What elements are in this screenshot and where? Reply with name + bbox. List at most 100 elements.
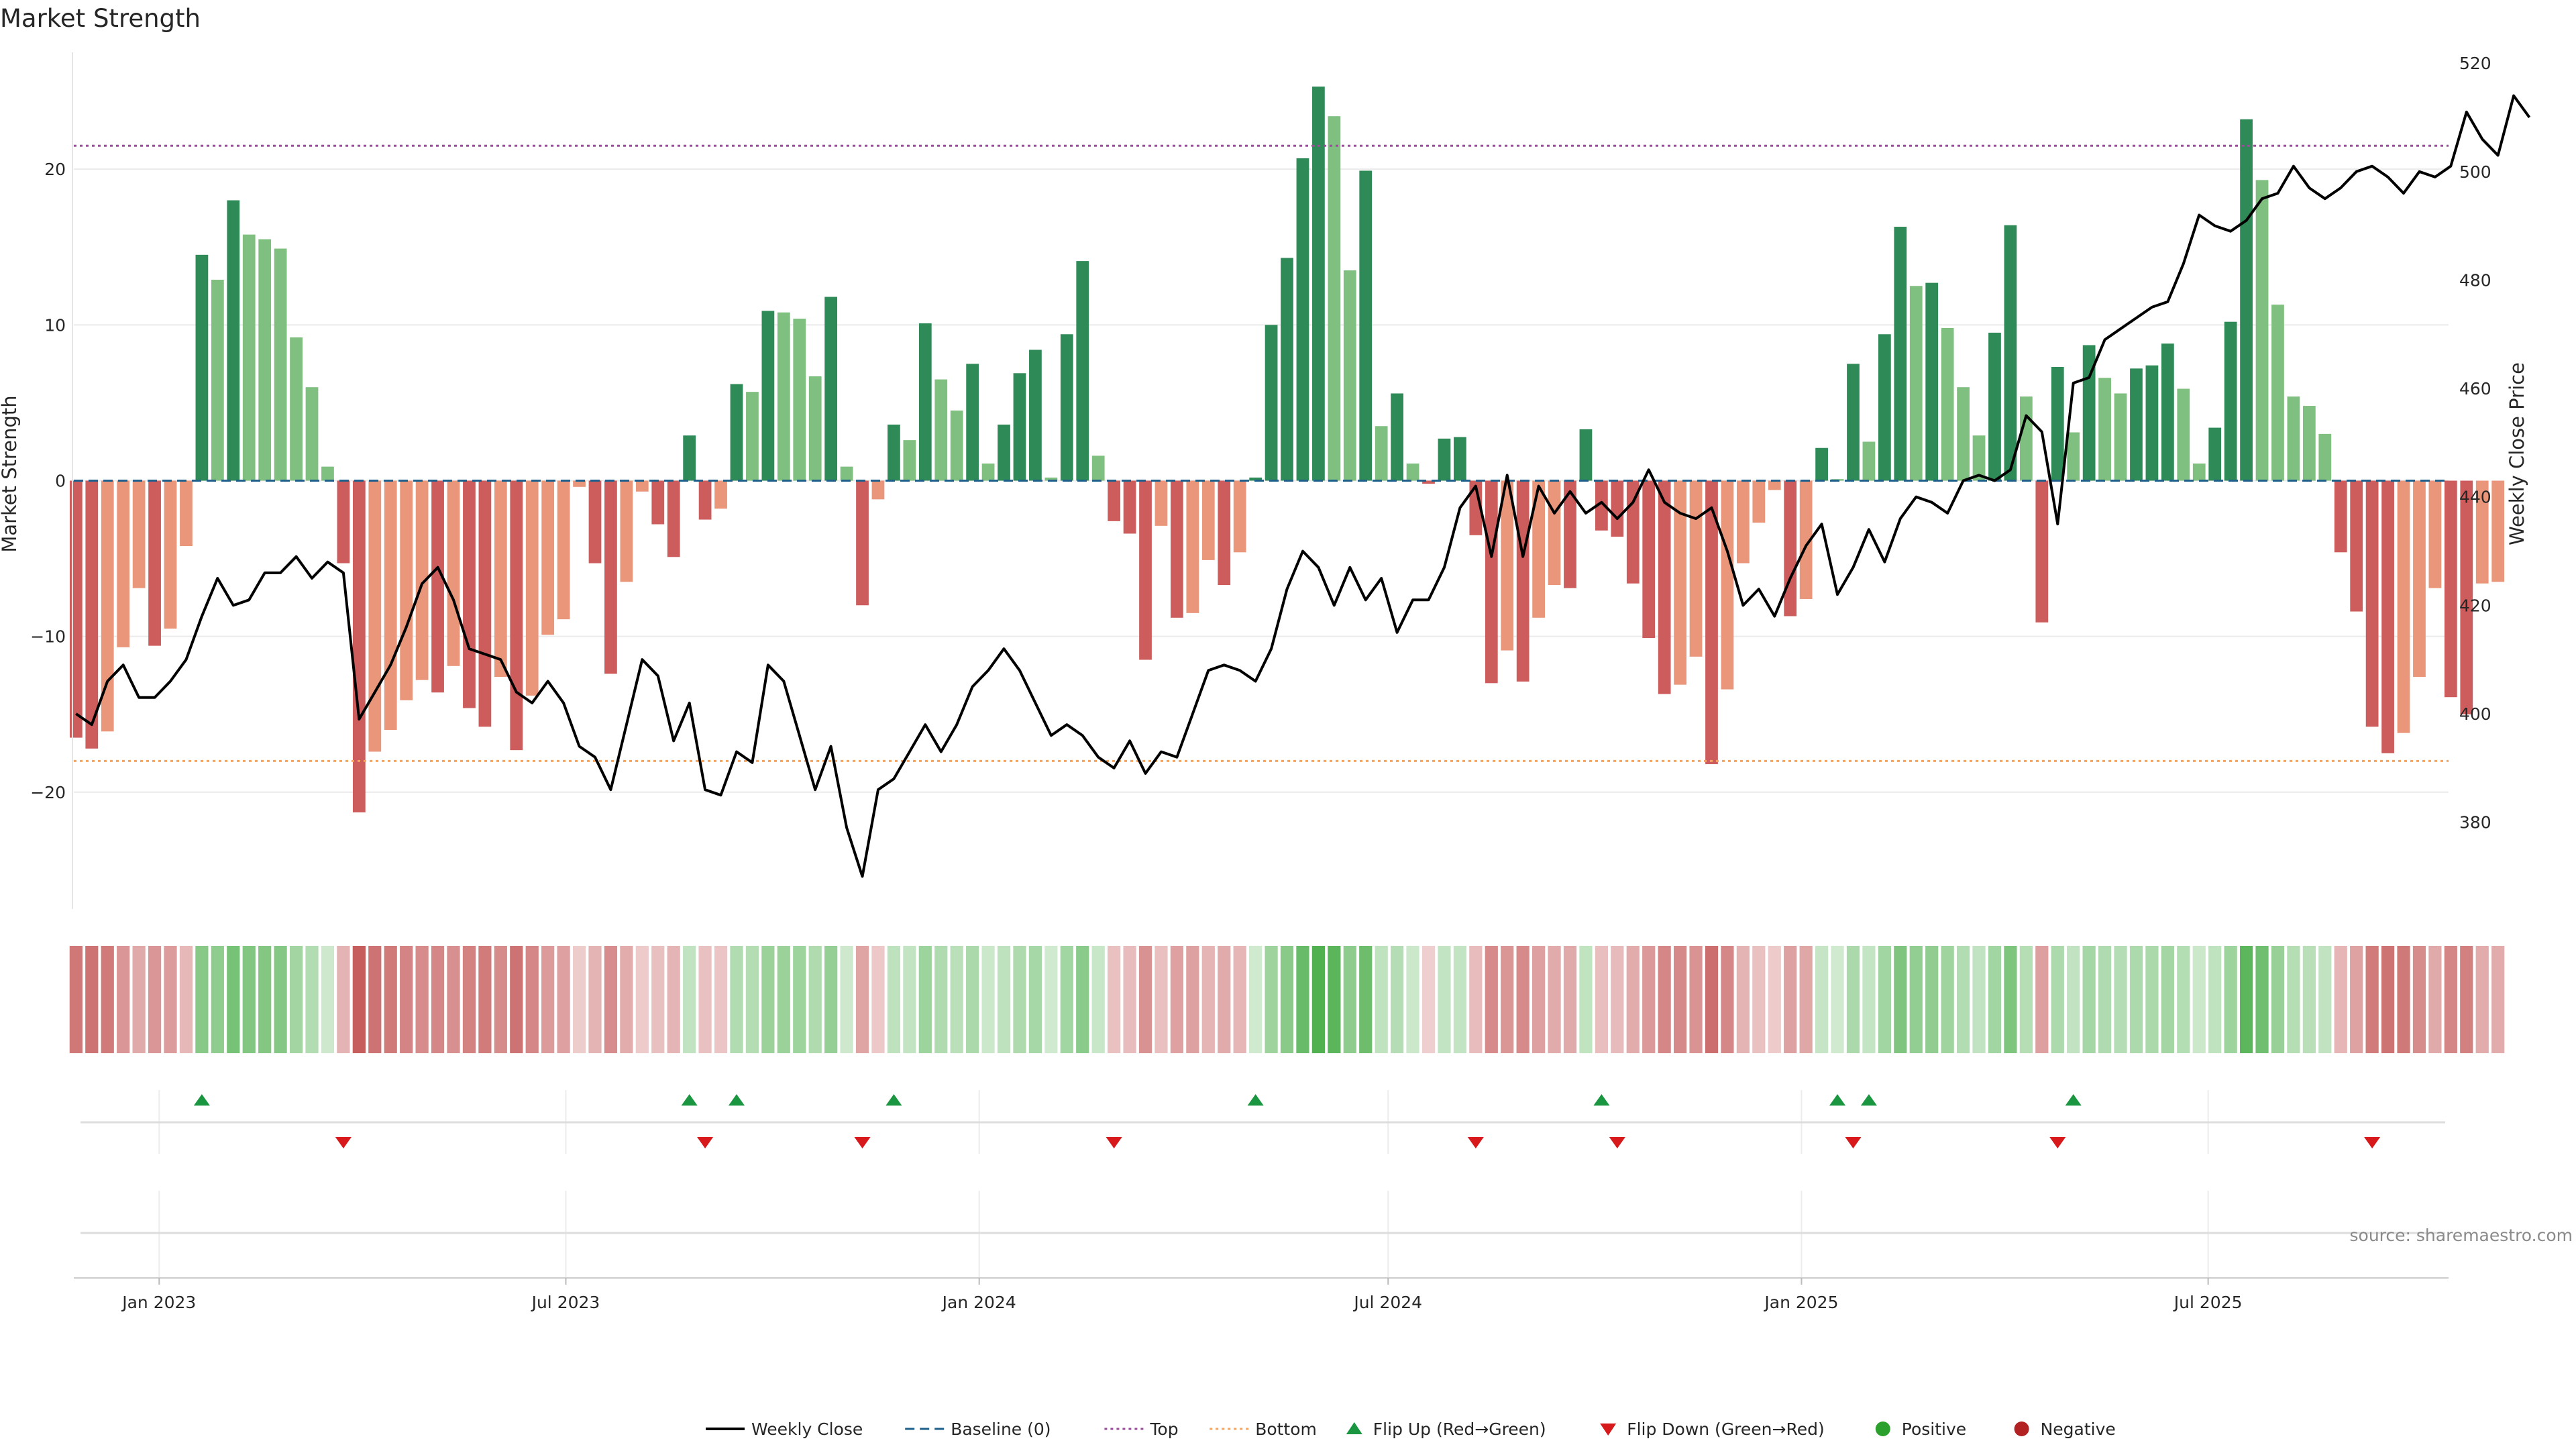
heatmap-cell bbox=[1311, 946, 1326, 1053]
legend-label: Flip Down (Green→Red) bbox=[1627, 1419, 1825, 1439]
strength-bar bbox=[683, 435, 696, 481]
strength-bar bbox=[1878, 334, 1891, 481]
flip-down-marker bbox=[697, 1137, 714, 1148]
strength-bar bbox=[1013, 373, 1026, 481]
strength-bar bbox=[1375, 426, 1388, 481]
strength-bar bbox=[1155, 480, 1168, 526]
heatmap-cell bbox=[384, 946, 397, 1053]
y-tick-label: 10 bbox=[44, 315, 66, 335]
date-tick-label: Jul 2024 bbox=[1352, 1293, 1422, 1312]
heatmap-cell bbox=[1138, 946, 1152, 1053]
strength-bar bbox=[2035, 480, 2049, 623]
heatmap-cell bbox=[1201, 946, 1215, 1053]
strength-bar bbox=[337, 480, 350, 564]
heatmap-cell bbox=[1060, 946, 1073, 1053]
heatmap-cell bbox=[525, 946, 539, 1053]
heatmap-cell bbox=[918, 946, 932, 1053]
strength-bar bbox=[1516, 480, 1529, 682]
strength-bar bbox=[2350, 480, 2363, 612]
heatmap-cell bbox=[1485, 946, 1498, 1053]
strength-bar bbox=[274, 248, 287, 481]
heatmap-cell bbox=[1611, 946, 1624, 1053]
heatmap-cell bbox=[2082, 946, 2096, 1053]
heatmap-cell bbox=[2145, 946, 2159, 1053]
heatmap-cell bbox=[305, 946, 319, 1053]
heatmap-cell bbox=[1752, 946, 1766, 1053]
heatmap-cell bbox=[164, 946, 177, 1053]
y2-tick-labels: 380 400 420 440 460 480 500 520 bbox=[2459, 54, 2491, 833]
legend-swatch-circle bbox=[2014, 1421, 2029, 1436]
strength-bar bbox=[1218, 480, 1231, 586]
heatmap-cell bbox=[1563, 946, 1577, 1053]
heatmap-cell bbox=[2004, 946, 2017, 1053]
legend-item: Baseline (0) bbox=[905, 1419, 1051, 1439]
strength-bar bbox=[1595, 480, 1608, 531]
strength-bar bbox=[2208, 427, 2222, 481]
flip-down-markers bbox=[335, 1137, 2381, 1148]
heatmap-cell bbox=[227, 946, 240, 1053]
heatmap-cell bbox=[604, 946, 618, 1053]
bottom-panel-vertical-grid bbox=[158, 1191, 2209, 1278]
flip-up-marker bbox=[1860, 1094, 1877, 1106]
chart-title: Market Strength bbox=[0, 4, 201, 33]
strength-bar bbox=[321, 466, 334, 481]
legend-label: Baseline (0) bbox=[951, 1419, 1051, 1439]
strength-bar bbox=[1909, 286, 1923, 481]
heatmap-cell bbox=[2412, 946, 2426, 1053]
heatmap-cell bbox=[541, 946, 555, 1053]
strength-bar bbox=[824, 297, 838, 481]
heatmap-cell bbox=[1359, 946, 1373, 1053]
strength-bar bbox=[777, 312, 790, 481]
strength-bar bbox=[1721, 480, 1734, 690]
y2-tick-label: 500 bbox=[2459, 162, 2491, 182]
strength-bar bbox=[2413, 480, 2426, 678]
strength-bar bbox=[557, 480, 570, 620]
strength-bar bbox=[1705, 480, 1718, 765]
strength-bar bbox=[1265, 325, 1278, 481]
strength-bar bbox=[746, 392, 759, 481]
heatmap-cell bbox=[415, 946, 429, 1053]
legend-item: Bottom bbox=[1210, 1419, 1317, 1439]
heatmap-cell bbox=[1438, 946, 1451, 1053]
strength-bar bbox=[2067, 432, 2080, 481]
heatmap-cell bbox=[887, 946, 901, 1053]
strength-bar bbox=[180, 480, 193, 547]
strength-bar bbox=[242, 234, 256, 481]
heatmap-cell bbox=[1673, 946, 1687, 1053]
legend-swatch-triangle-down bbox=[1600, 1424, 1617, 1436]
y2-tick-label: 480 bbox=[2459, 270, 2491, 290]
heatmap-cell bbox=[1532, 946, 1546, 1053]
legend-item: Top bbox=[1104, 1419, 1179, 1439]
heatmap-cell bbox=[85, 946, 99, 1053]
heatmap-cell bbox=[211, 946, 224, 1053]
strength-bar bbox=[1799, 480, 1813, 599]
y-tick-labels: −20 −10 0 10 20 bbox=[30, 160, 66, 802]
legend-item: Positive bbox=[1875, 1419, 1966, 1439]
strength-bar bbox=[1862, 441, 1876, 481]
legend-swatch-triangle-up bbox=[1346, 1422, 1362, 1434]
legend-label: Top bbox=[1149, 1419, 1178, 1439]
strength-bar bbox=[1957, 387, 1970, 481]
strength-bar bbox=[1171, 480, 1183, 618]
strength-bar bbox=[415, 480, 429, 680]
strength-bar bbox=[1029, 350, 1042, 481]
strength-bars bbox=[69, 87, 2505, 813]
strength-bar bbox=[1343, 270, 1356, 481]
heatmap-cell bbox=[321, 946, 335, 1053]
heatmap-cell bbox=[352, 946, 366, 1053]
strength-bar bbox=[573, 480, 586, 487]
strength-bar bbox=[1642, 480, 1656, 639]
heatmap-cell bbox=[258, 946, 272, 1053]
heatmap-cell bbox=[714, 946, 728, 1053]
heatmap-cell bbox=[132, 946, 146, 1053]
strength-bar bbox=[1784, 480, 1797, 616]
strength-bar bbox=[352, 480, 366, 813]
strength-bar bbox=[1139, 480, 1152, 660]
strength-bar bbox=[588, 480, 602, 564]
strength-bar bbox=[1925, 282, 1939, 481]
strength-bar bbox=[1815, 447, 1828, 481]
strength-bar bbox=[1044, 477, 1058, 481]
strength-heatmap bbox=[69, 946, 2505, 1053]
heatmap-cell bbox=[1579, 946, 1593, 1053]
